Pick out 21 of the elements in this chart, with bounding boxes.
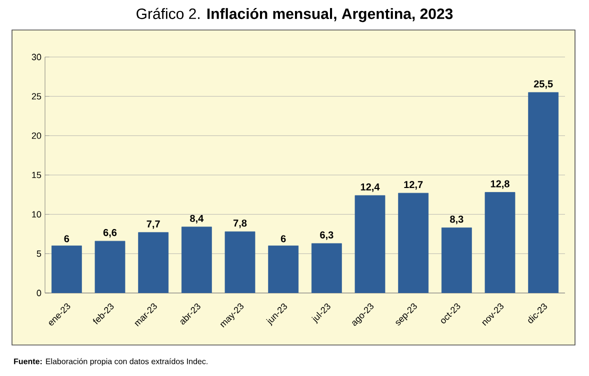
data-label: 8,3 [450,216,464,224]
data-label: 6,6 [103,229,117,238]
text: Fuente: Elaboración propia con datos extraídos Indec. [14,358,208,366]
chart-title: Gráfico 2. Inflación mensual, Argentina, 2023 [136,8,453,22]
y-tick-label: 5 [36,250,42,257]
data-label: 6 [64,235,70,242]
y-tick-label: 0 [36,290,42,296]
data-label: 8,4 [190,214,204,224]
data-label: 12,4 [360,183,380,192]
y-tick-label: 20 [32,132,42,139]
data-label: 25,5 [534,80,553,89]
data-label: 7,7 [146,220,160,229]
y-tick-label: 10 [32,211,42,218]
data-label: 12,7 [404,181,423,190]
data-label: 7,8 [233,220,247,228]
data-label: 12,8 [490,180,510,189]
y-tick-label: 25 [32,93,42,100]
data-label: 6 [280,235,286,242]
y-tick-label: 15 [32,172,42,178]
data-label: 6,3 [320,231,334,240]
y-tick-label: 30 [32,54,42,60]
